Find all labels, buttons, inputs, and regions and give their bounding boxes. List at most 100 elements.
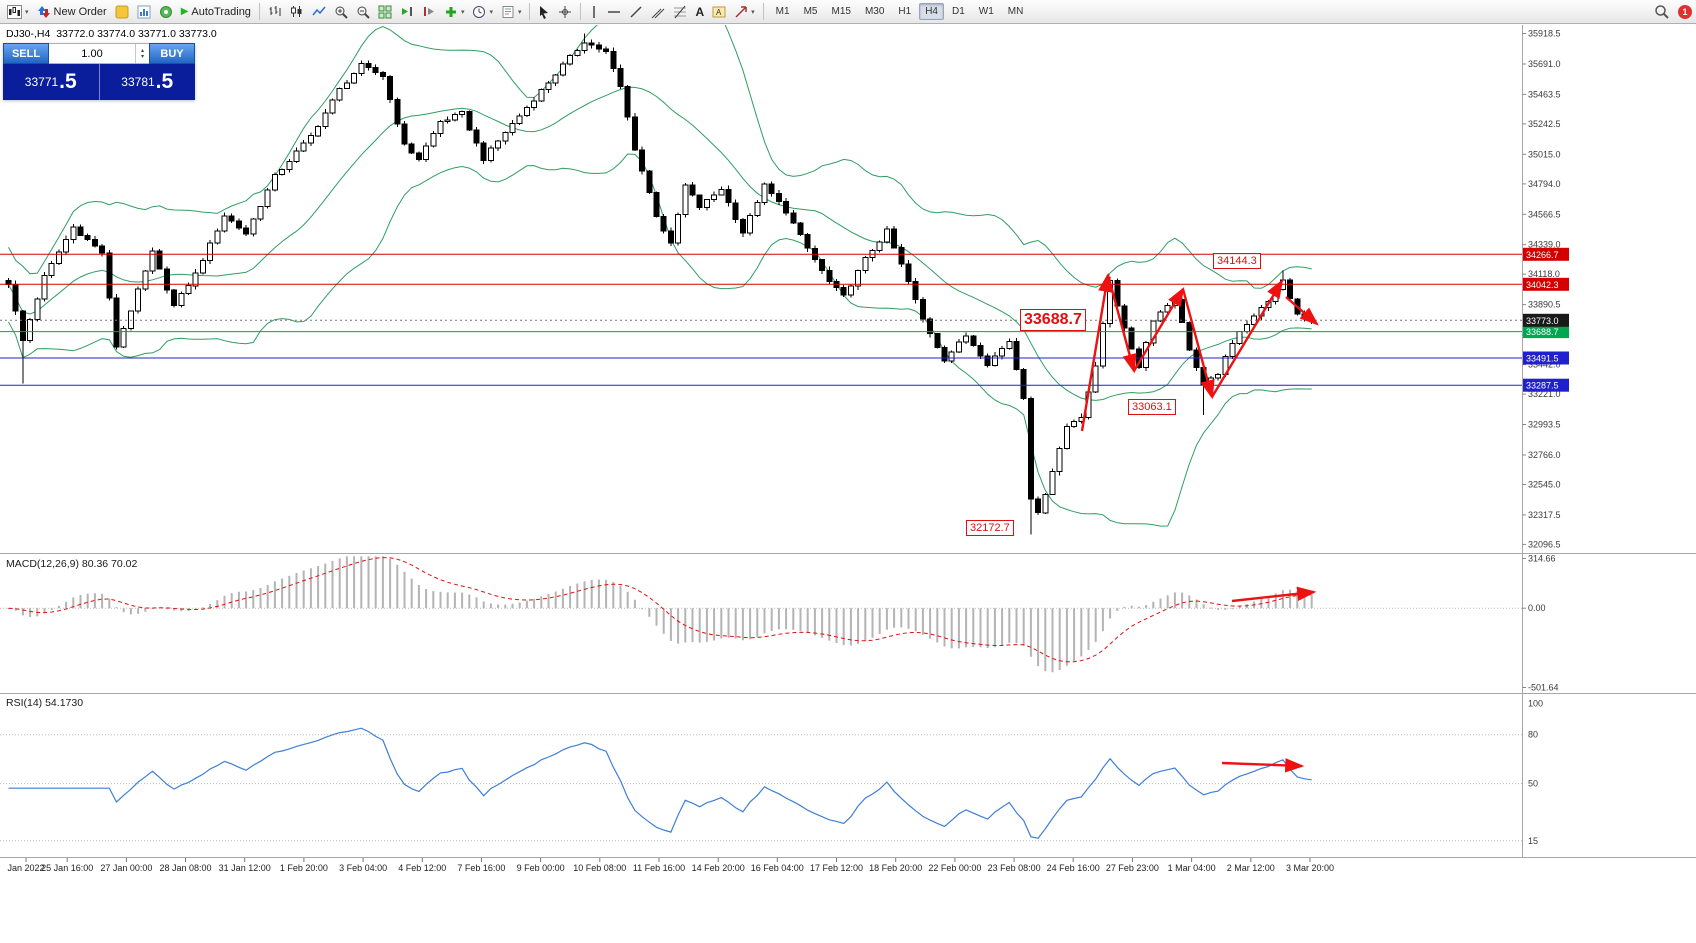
svg-text:33221.0: 33221.0 [1528,389,1561,399]
price-badge: 33688.7 [1523,325,1569,339]
svg-text:33491.5: 33491.5 [1526,354,1559,364]
new-order-icon [37,5,50,18]
timeframe-group: M1 M5 M15 M30 H1 H4 D1 W1 MN [769,3,1031,20]
price-badge: 33287.5 [1523,378,1569,392]
volume-field: ▴ ▾ [49,43,149,64]
timeframe-H1[interactable]: H1 [898,6,912,17]
svg-text:27 Jan 00:00: 27 Jan 00:00 [100,863,152,873]
svg-text:34339.0: 34339.0 [1528,240,1561,250]
indicators-button[interactable]: ▾ [441,1,468,22]
cursor-button[interactable] [535,1,553,22]
timeframe-W1[interactable]: W1 [978,6,994,17]
chevron-down-icon: ▾ [751,8,755,16]
cursor-icon [540,5,549,19]
bar-chart-button[interactable] [265,1,285,22]
zoom-out-icon [357,6,370,19]
timeframe-H4[interactable]: H4 [919,3,944,20]
timeframe-MN[interactable]: MN [1007,6,1024,17]
zoom-in-button[interactable] [331,1,351,22]
ohlc-values: 33772.0 33774.0 33771.0 33773.0 [56,28,217,40]
templates-button[interactable]: ▾ [498,1,525,22]
separator [529,3,531,20]
indicators-plus-icon [445,6,456,17]
timeframe-M30[interactable]: M30 [864,6,885,17]
chevron-down-icon: ▾ [460,8,465,16]
auto-scroll-button[interactable] [397,1,417,22]
svg-text:14 Feb 20:00: 14 Feb 20:00 [692,863,745,873]
periods-button[interactable]: ▾ [469,1,496,22]
volume-input[interactable] [49,44,135,63]
svg-text:32993.5: 32993.5 [1528,420,1561,430]
text-icon: A [695,4,705,19]
price-annotation: 33063.1 [1128,399,1176,415]
tile-windows-icon [378,5,392,18]
svg-text:-501.64: -501.64 [1528,683,1559,693]
text-label-button[interactable]: A [709,1,729,22]
svg-text:34566.5: 34566.5 [1528,209,1561,219]
timeframe-D1[interactable]: D1 [951,6,965,17]
separator [258,3,260,20]
arrows-tool-button[interactable]: ▾ [731,1,758,22]
template-icon [502,5,514,18]
svg-text:33442.0: 33442.0 [1528,360,1561,370]
svg-text:33890.5: 33890.5 [1528,300,1561,310]
horizontal-line-button[interactable] [604,1,624,22]
svg-text:35463.5: 35463.5 [1528,89,1561,99]
svg-text:3 Feb 04:00: 3 Feb 04:00 [339,863,387,873]
options-button[interactable] [156,1,176,22]
search-button[interactable] [1651,1,1672,22]
text-label-icon: A [712,6,726,17]
symbol-period: DJ30-,H4 [6,28,51,40]
vertical-line-icon [593,5,596,18]
svg-text:28 Jan 08:00: 28 Jan 08:00 [159,863,211,873]
arrow-tool-icon [735,5,747,18]
candlestick-chart-button[interactable] [287,1,307,22]
rsi-label: RSI(14) 54.1730 [6,697,84,709]
one-click-trading-panel: SELL ▴ ▾ BUY 33771.5 33781.5 [3,43,195,100]
separator [580,3,582,20]
chart-canvas[interactable]: 35918.5 35691.0 35463.5 35242.5 35015.0 34794… [0,25,1696,943]
line-chart-button[interactable] [309,1,329,22]
rsi-levels [0,734,1522,842]
macd-label: MACD(12,26,9) 80.36 70.02 [6,558,138,570]
zoom-out-button[interactable] [353,1,373,22]
svg-text:1 Mar 04:00: 1 Mar 04:00 [1168,863,1216,873]
new-order-label: New Order [53,5,107,18]
options-icon [159,5,172,18]
timeframe-M5[interactable]: M5 [803,6,818,17]
trendline-icon [630,5,643,18]
macd-axis: 314.66 0.00 -501.64 [1522,553,1559,693]
chart-shift-button[interactable] [419,1,439,22]
fibonacci-button[interactable] [670,1,690,22]
new-order-button[interactable]: New Order [34,1,110,22]
tile-windows-button[interactable] [375,1,395,22]
trendline-button[interactable] [626,1,646,22]
svg-text:32766.0: 32766.0 [1528,450,1561,460]
quote-display: 33771.5 33781.5 [3,64,195,100]
metaeditor-icon [115,5,129,18]
sell-button[interactable]: SELL [3,43,49,64]
trend-arrows [1080,272,1319,773]
crosshair-button[interactable] [555,1,575,22]
buy-price: 33781.5 [121,70,174,93]
metaeditor-button[interactable] [112,1,132,22]
text-tool-button[interactable]: A [692,1,707,22]
price-badge: 33491.5 [1523,351,1569,365]
timeframe-M1[interactable]: M1 [775,6,790,17]
svg-text:34042.3: 34042.3 [1526,280,1559,290]
svg-text:22 Feb 00:00: 22 Feb 00:00 [928,863,981,873]
svg-text:35691.0: 35691.0 [1528,59,1561,69]
volume-down-icon[interactable]: ▾ [140,53,144,60]
channel-button[interactable] [648,1,668,22]
autotrading-label: AutoTrading [191,5,251,18]
buy-button[interactable]: BUY [149,43,195,64]
autotrading-button[interactable]: ▶ AutoTrading [178,1,254,22]
notification-badge[interactable]: 1 [1678,4,1692,19]
new-chart-button[interactable]: ▾ [4,1,32,22]
strategy-tester-button[interactable] [134,1,154,22]
svg-text:32096.5: 32096.5 [1528,539,1561,549]
vertical-line-button[interactable] [586,1,602,22]
timeframe-M15[interactable]: M15 [831,6,851,17]
volume-up-icon[interactable]: ▴ [140,47,144,54]
